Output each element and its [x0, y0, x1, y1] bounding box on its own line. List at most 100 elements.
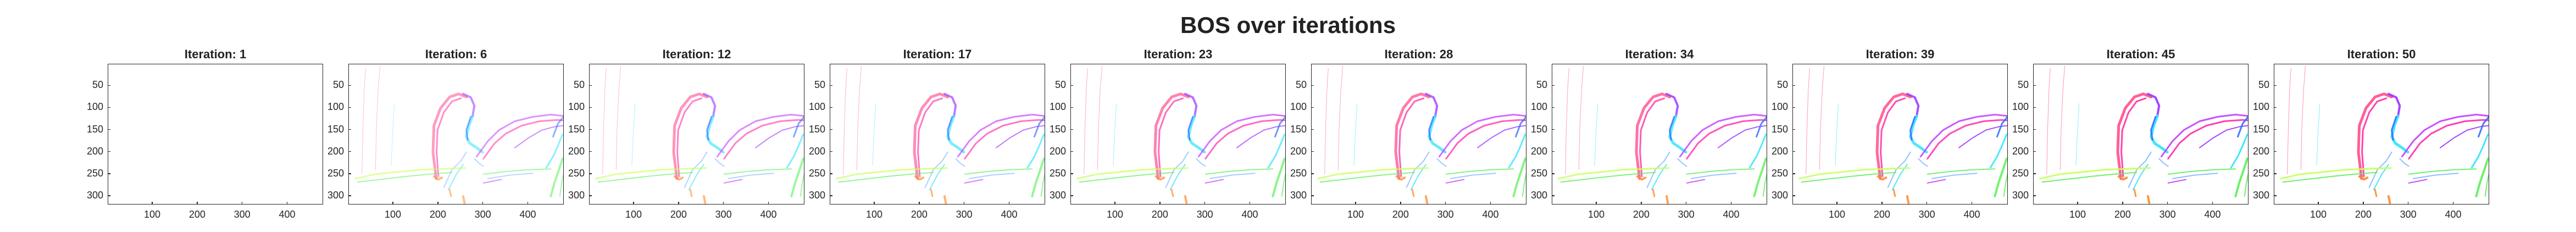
bos-edge-stroke [2234, 157, 2248, 197]
bos-edge-stroke [432, 175, 443, 181]
bos-edge-stroke [672, 92, 709, 180]
bos-edge-stroke [1690, 173, 1737, 179]
xtick-label: 400 [519, 209, 536, 220]
ytick-label: 50 [2017, 79, 2029, 91]
bos-edge-stroke [1187, 116, 1194, 141]
xtick-mark [874, 202, 875, 205]
xtick-label: 200 [1873, 209, 1890, 220]
subplot-2: Iteration: 6 50 100 150 200 250 300 100 200 300 40… [327, 47, 564, 220]
axes-area [1070, 64, 1286, 205]
bos-edge-stroke [1084, 68, 1088, 175]
bos-edge-stroke [1097, 65, 1102, 170]
ytick-label: 50 [332, 79, 344, 91]
ytick-label: 300 [2252, 189, 2269, 201]
bos-edge-stroke [1267, 134, 1285, 169]
xtick-label: 300 [2400, 209, 2417, 220]
bos-edge-stroke [1835, 103, 1839, 166]
ytick-mark [348, 195, 351, 196]
bos-edge-stroke [631, 103, 636, 166]
xtick-mark [1490, 202, 1491, 205]
ytick-label: 300 [808, 189, 825, 201]
ytick-label: 50 [1054, 79, 1066, 91]
xtick-label: 200 [1151, 209, 1168, 220]
subplot-title: Iteration: 17 [903, 47, 972, 61]
xtick-mark [1204, 202, 1206, 205]
ytick-label: 100 [1771, 101, 1788, 113]
xtick-mark [1114, 202, 1115, 205]
bos-edge-stroke [964, 119, 1045, 160]
bos-edge-stroke [957, 114, 1045, 158]
bos-edge-stroke [2167, 179, 2187, 184]
bos-edge-stroke [2399, 158, 2410, 167]
xtick-mark [2122, 202, 2123, 205]
ytick-label: 250 [808, 167, 825, 179]
bos-edge-stroke [943, 195, 947, 204]
bos-edge-stroke [1806, 68, 1810, 175]
bos-edge-stroke [1411, 189, 1415, 197]
bos-edge-stroke [947, 116, 953, 141]
bos-edge-stroke [1927, 179, 1946, 184]
ytick-mark [2033, 85, 2036, 86]
ytick-mark [589, 173, 592, 174]
bos-edge-stroke [1880, 97, 1906, 178]
bos-edge-stroke [2316, 103, 2320, 166]
xtick-label: 200 [1392, 209, 1409, 220]
subplot-10: Iteration: 50 50 100 150 200 250 300 100 200 300 4… [2253, 47, 2489, 220]
ytick-label: 200 [1290, 145, 1307, 157]
bos-edge-stroke [702, 92, 717, 117]
bos-edge-stroke [1646, 151, 1670, 188]
xtick-mark [1641, 202, 1642, 205]
bos-edge-stroke [1395, 175, 1406, 181]
ytick-mark [1070, 173, 1073, 174]
axes-area [1552, 64, 1767, 205]
bos-edge-stroke [2282, 172, 2378, 183]
ytick-label: 100 [1049, 101, 1066, 113]
bos-edge-stroke [448, 189, 452, 197]
bos-edge-stroke [1718, 125, 1767, 148]
ytick-label: 150 [808, 123, 825, 135]
xtick-mark [1355, 202, 1356, 205]
bos-image [1317, 65, 1526, 204]
bos-edge-stroke [838, 172, 934, 183]
xtick-label: 300 [1196, 209, 1213, 220]
xtick-label: 400 [1001, 209, 1018, 220]
subplot-title: Iteration: 23 [1143, 47, 1213, 61]
ytick-mark [108, 85, 110, 86]
ytick-label: 100 [808, 101, 825, 113]
bos-edge-stroke [684, 151, 708, 188]
ytick-mark [1311, 129, 1314, 130]
ytick-mark [589, 107, 592, 108]
ytick-label: 250 [1290, 167, 1307, 179]
bos-edge-stroke [872, 103, 876, 166]
bos-edge-stroke [1909, 116, 1916, 141]
ytick-label: 50 [1536, 79, 1547, 91]
bos-edge-stroke [1522, 173, 1526, 197]
bos-edge-stroke [2158, 158, 2169, 167]
ytick-mark [1792, 129, 1795, 130]
bos-edge-stroke [1798, 167, 1911, 180]
bos-edge-stroke [2287, 68, 2291, 175]
ytick-label: 150 [1049, 123, 1066, 135]
xtick-mark [2167, 202, 2168, 205]
bos-edge-stroke [2440, 125, 2489, 148]
ytick-label: 200 [1771, 145, 1788, 157]
bos-edge-stroke [2470, 134, 2489, 169]
ytick-label: 100 [327, 101, 344, 113]
bos-edge-stroke [375, 65, 380, 170]
xtick-label: 200 [188, 209, 206, 220]
bos-edge-stroke [545, 134, 563, 169]
bos-edge-stroke [706, 116, 713, 141]
bos-image [1076, 65, 1285, 204]
bos-edge-stroke [2199, 125, 2248, 148]
xtick-label: 300 [956, 209, 973, 220]
xtick-mark [241, 202, 243, 205]
ytick-mark [1792, 85, 1795, 86]
ytick-mark [108, 195, 110, 196]
bos-edge-stroke [1424, 92, 1439, 117]
ytick-label: 200 [2012, 145, 2029, 157]
xtick-label: 100 [1828, 209, 1846, 220]
bos-edge-stroke [1438, 114, 1526, 158]
bos-edge-stroke [615, 65, 621, 170]
ytick-mark [1070, 129, 1073, 130]
ytick-label: 50 [2258, 79, 2269, 91]
